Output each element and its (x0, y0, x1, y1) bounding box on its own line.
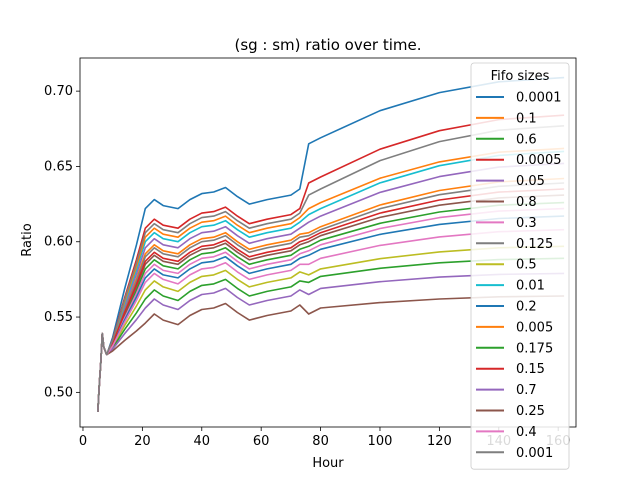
legend-entry-label: 0.05 (516, 174, 545, 189)
series-line-0.001 (97, 125, 565, 412)
legend-entry-label: 0.7 (516, 383, 537, 398)
legend-entry-label: 0.3 (516, 216, 537, 231)
y-tick-label: 0.55 (44, 310, 73, 325)
legend-entry-label: 0.005 (516, 320, 553, 335)
legend-entry-label: 0.4 (516, 425, 537, 440)
legend-entry-label: 0.2 (516, 300, 537, 315)
series-layer (97, 76, 565, 412)
legend-entry-label: 0.175 (516, 341, 553, 356)
legend-box (470, 62, 570, 470)
legend-entry-label: 0.0001 (516, 91, 562, 106)
legend-entry-label: 0.0005 (516, 153, 562, 168)
legend: Fifo sizes 0.0001 0.1 0.6 0.0005 0.05 0.8 0.3 0.… (470, 62, 570, 470)
x-tick-label: 100 (368, 434, 393, 449)
y-tick-label: 0.65 (44, 159, 73, 174)
legend-entry-label: 0.1 (516, 111, 537, 126)
plot-frame (79, 57, 577, 428)
legend-entry-label: 0.25 (516, 404, 545, 419)
legend-entry-label: 0.125 (516, 237, 553, 252)
legend-entry-label: 0.5 (516, 258, 537, 273)
x-tick-label: 0 (79, 434, 87, 449)
legend-entry-label: 0.01 (516, 279, 545, 294)
x-tick-label: 80 (312, 434, 329, 449)
y-tick-label: 0.70 (44, 84, 73, 99)
x-tick-label: 40 (193, 434, 210, 449)
legend-entry-label: 0.6 (516, 132, 537, 147)
y-tick-label: 0.60 (44, 235, 73, 250)
legend-title: Fifo sizes (491, 69, 550, 84)
legend-entry-label: 0.15 (516, 362, 545, 377)
y-axis-label: Ratio (20, 223, 35, 256)
legend-entry-label: 0.001 (516, 446, 553, 461)
x-tick-label: 20 (134, 434, 151, 449)
x-tick-label: 60 (253, 434, 270, 449)
x-tick-label: 120 (427, 434, 452, 449)
x-axis-label: Hour (312, 456, 344, 471)
y-tick-label: 0.50 (44, 385, 73, 400)
chart-title: (sg : sm) ratio over time. (234, 36, 421, 54)
legend-entry-label: 0.8 (516, 195, 537, 210)
